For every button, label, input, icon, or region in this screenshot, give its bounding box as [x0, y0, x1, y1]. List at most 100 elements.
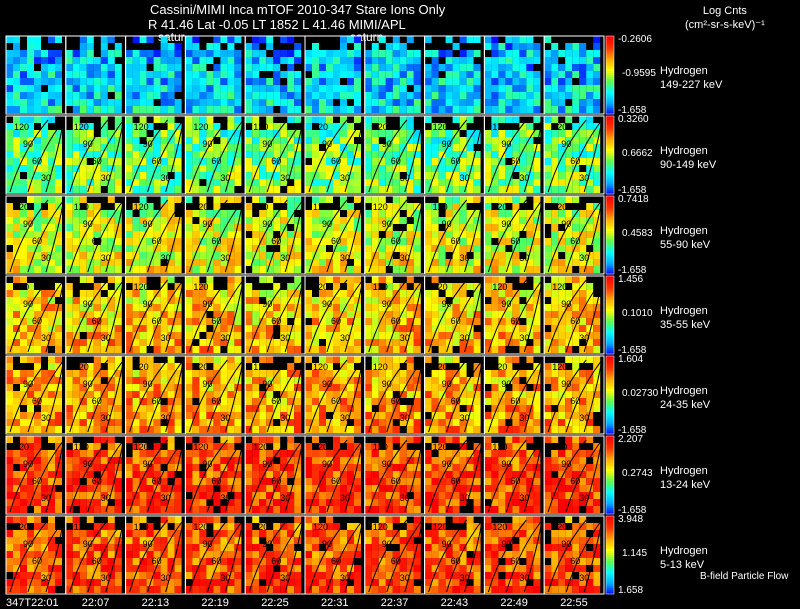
- heatmap-cell: [519, 325, 527, 332]
- heatmap-cell: [174, 412, 182, 419]
- heatmap-cell: [445, 64, 453, 71]
- heatmap-cell: [565, 370, 573, 377]
- contour-line: [583, 359, 603, 433]
- heatmap-cell: [199, 64, 207, 71]
- heatmap-cell: [287, 266, 295, 273]
- contour-label: 30: [400, 333, 410, 343]
- heatmap-cell: [558, 85, 566, 92]
- colorbar-step: [606, 141, 614, 144]
- heatmap-cell: [312, 210, 319, 217]
- heatmap-cell: [6, 57, 13, 64]
- heatmap-cell: [371, 179, 379, 186]
- heatmap-cell: [312, 43, 319, 50]
- heatmap-cell: [86, 450, 94, 457]
- heatmap-cell: [34, 238, 41, 245]
- heatmap-cell: [319, 158, 326, 165]
- heatmap-cell: [498, 245, 506, 252]
- heatmap-cell: [354, 165, 361, 172]
- heatmap-cell: [139, 64, 147, 71]
- heatmap-cell: [93, 297, 101, 304]
- heatmap-cell: [259, 478, 267, 485]
- heatmap-cell: [354, 179, 361, 186]
- heatmap-cell: [438, 426, 446, 433]
- heatmap-cell: [6, 266, 13, 273]
- colorbar-step: [606, 158, 614, 162]
- heatmap-cell: [498, 398, 506, 405]
- contour-line: [27, 199, 65, 273]
- heatmap-cell: [533, 165, 541, 172]
- heatmap-cell: [491, 412, 499, 419]
- heatmap-cell: [167, 57, 175, 64]
- heatmap-cell: [294, 245, 302, 252]
- heatmap-cell: [245, 259, 253, 266]
- heatmap-cell: [185, 457, 193, 464]
- heatmap-cell: [586, 151, 594, 158]
- heatmap-cell: [512, 311, 520, 318]
- heatmap-cell: [6, 290, 13, 297]
- heatmap-cell: [227, 457, 235, 464]
- heatmap-cell: [551, 50, 559, 57]
- heatmap-cell: [72, 158, 80, 165]
- heatmap-cell: [160, 325, 168, 332]
- heatmap-cell: [572, 123, 580, 130]
- heatmap-cell: [579, 50, 587, 57]
- heatmap-cell: [280, 36, 288, 43]
- heatmap-cell: [340, 506, 347, 513]
- heatmap-cell: [333, 151, 340, 158]
- heatmap-cell: [79, 36, 87, 43]
- heatmap-cell: [55, 196, 62, 203]
- heatmap-cell: [445, 356, 453, 363]
- heatmap-cell: [79, 78, 87, 85]
- heatmap-cell: [287, 196, 295, 203]
- heatmap-cell: [153, 85, 161, 92]
- heatmap-cell: [312, 116, 319, 123]
- heatmap-cell: [13, 36, 20, 43]
- heatmap-cell: [174, 43, 182, 50]
- colorbar-step: [606, 137, 614, 140]
- heatmap-cell: [593, 85, 601, 92]
- heatmap-cell: [354, 276, 361, 283]
- colorbar-step: [606, 143, 614, 146]
- heatmap-cell: [132, 377, 140, 384]
- heatmap-cell: [312, 130, 319, 137]
- heatmap-cell: [167, 231, 175, 238]
- contour-label: 60: [451, 316, 461, 326]
- heatmap-cell: [185, 436, 193, 443]
- heatmap-cell: [484, 325, 492, 332]
- heatmap-cell: [114, 151, 122, 158]
- heatmap-cell: [125, 130, 133, 137]
- heatmap-cell: [558, 290, 566, 297]
- heatmap-cell: [378, 426, 386, 433]
- heatmap-cell: [220, 311, 228, 318]
- contour-line: [147, 359, 184, 433]
- heatmap-cell: [287, 203, 295, 210]
- heatmap-cell: [125, 457, 133, 464]
- colorbar-step: [606, 400, 614, 404]
- heatmap-cell: [20, 144, 27, 151]
- heatmap-cell: [498, 151, 506, 158]
- heatmap-cell: [167, 311, 175, 318]
- heatmap-cell: [132, 137, 140, 144]
- heatmap-cell: [392, 304, 400, 311]
- heatmap-cell: [438, 130, 446, 137]
- contour-line: [188, 279, 228, 353]
- heatmap-cell: [459, 325, 467, 332]
- heatmap-cell: [174, 478, 182, 485]
- heatmap-cell: [364, 224, 372, 231]
- heatmap-cell: [125, 238, 133, 245]
- heatmap-cell: [340, 325, 347, 332]
- contour-label: 120: [433, 122, 448, 132]
- heatmap-cell: [125, 485, 133, 492]
- heatmap-cell: [220, 231, 228, 238]
- heatmap-cell: [565, 165, 573, 172]
- heatmap-cell: [125, 224, 133, 231]
- heatmap-cell: [399, 283, 407, 290]
- heatmap-cell: [544, 172, 552, 179]
- heatmap-cell: [459, 332, 467, 339]
- heatmap-cell: [305, 297, 312, 304]
- heatmap-cell: [107, 217, 115, 224]
- heatmap-cell: [406, 57, 414, 64]
- heatmap-cell: [484, 158, 492, 165]
- heatmap-cell: [526, 311, 534, 318]
- heatmap-cell: [206, 137, 214, 144]
